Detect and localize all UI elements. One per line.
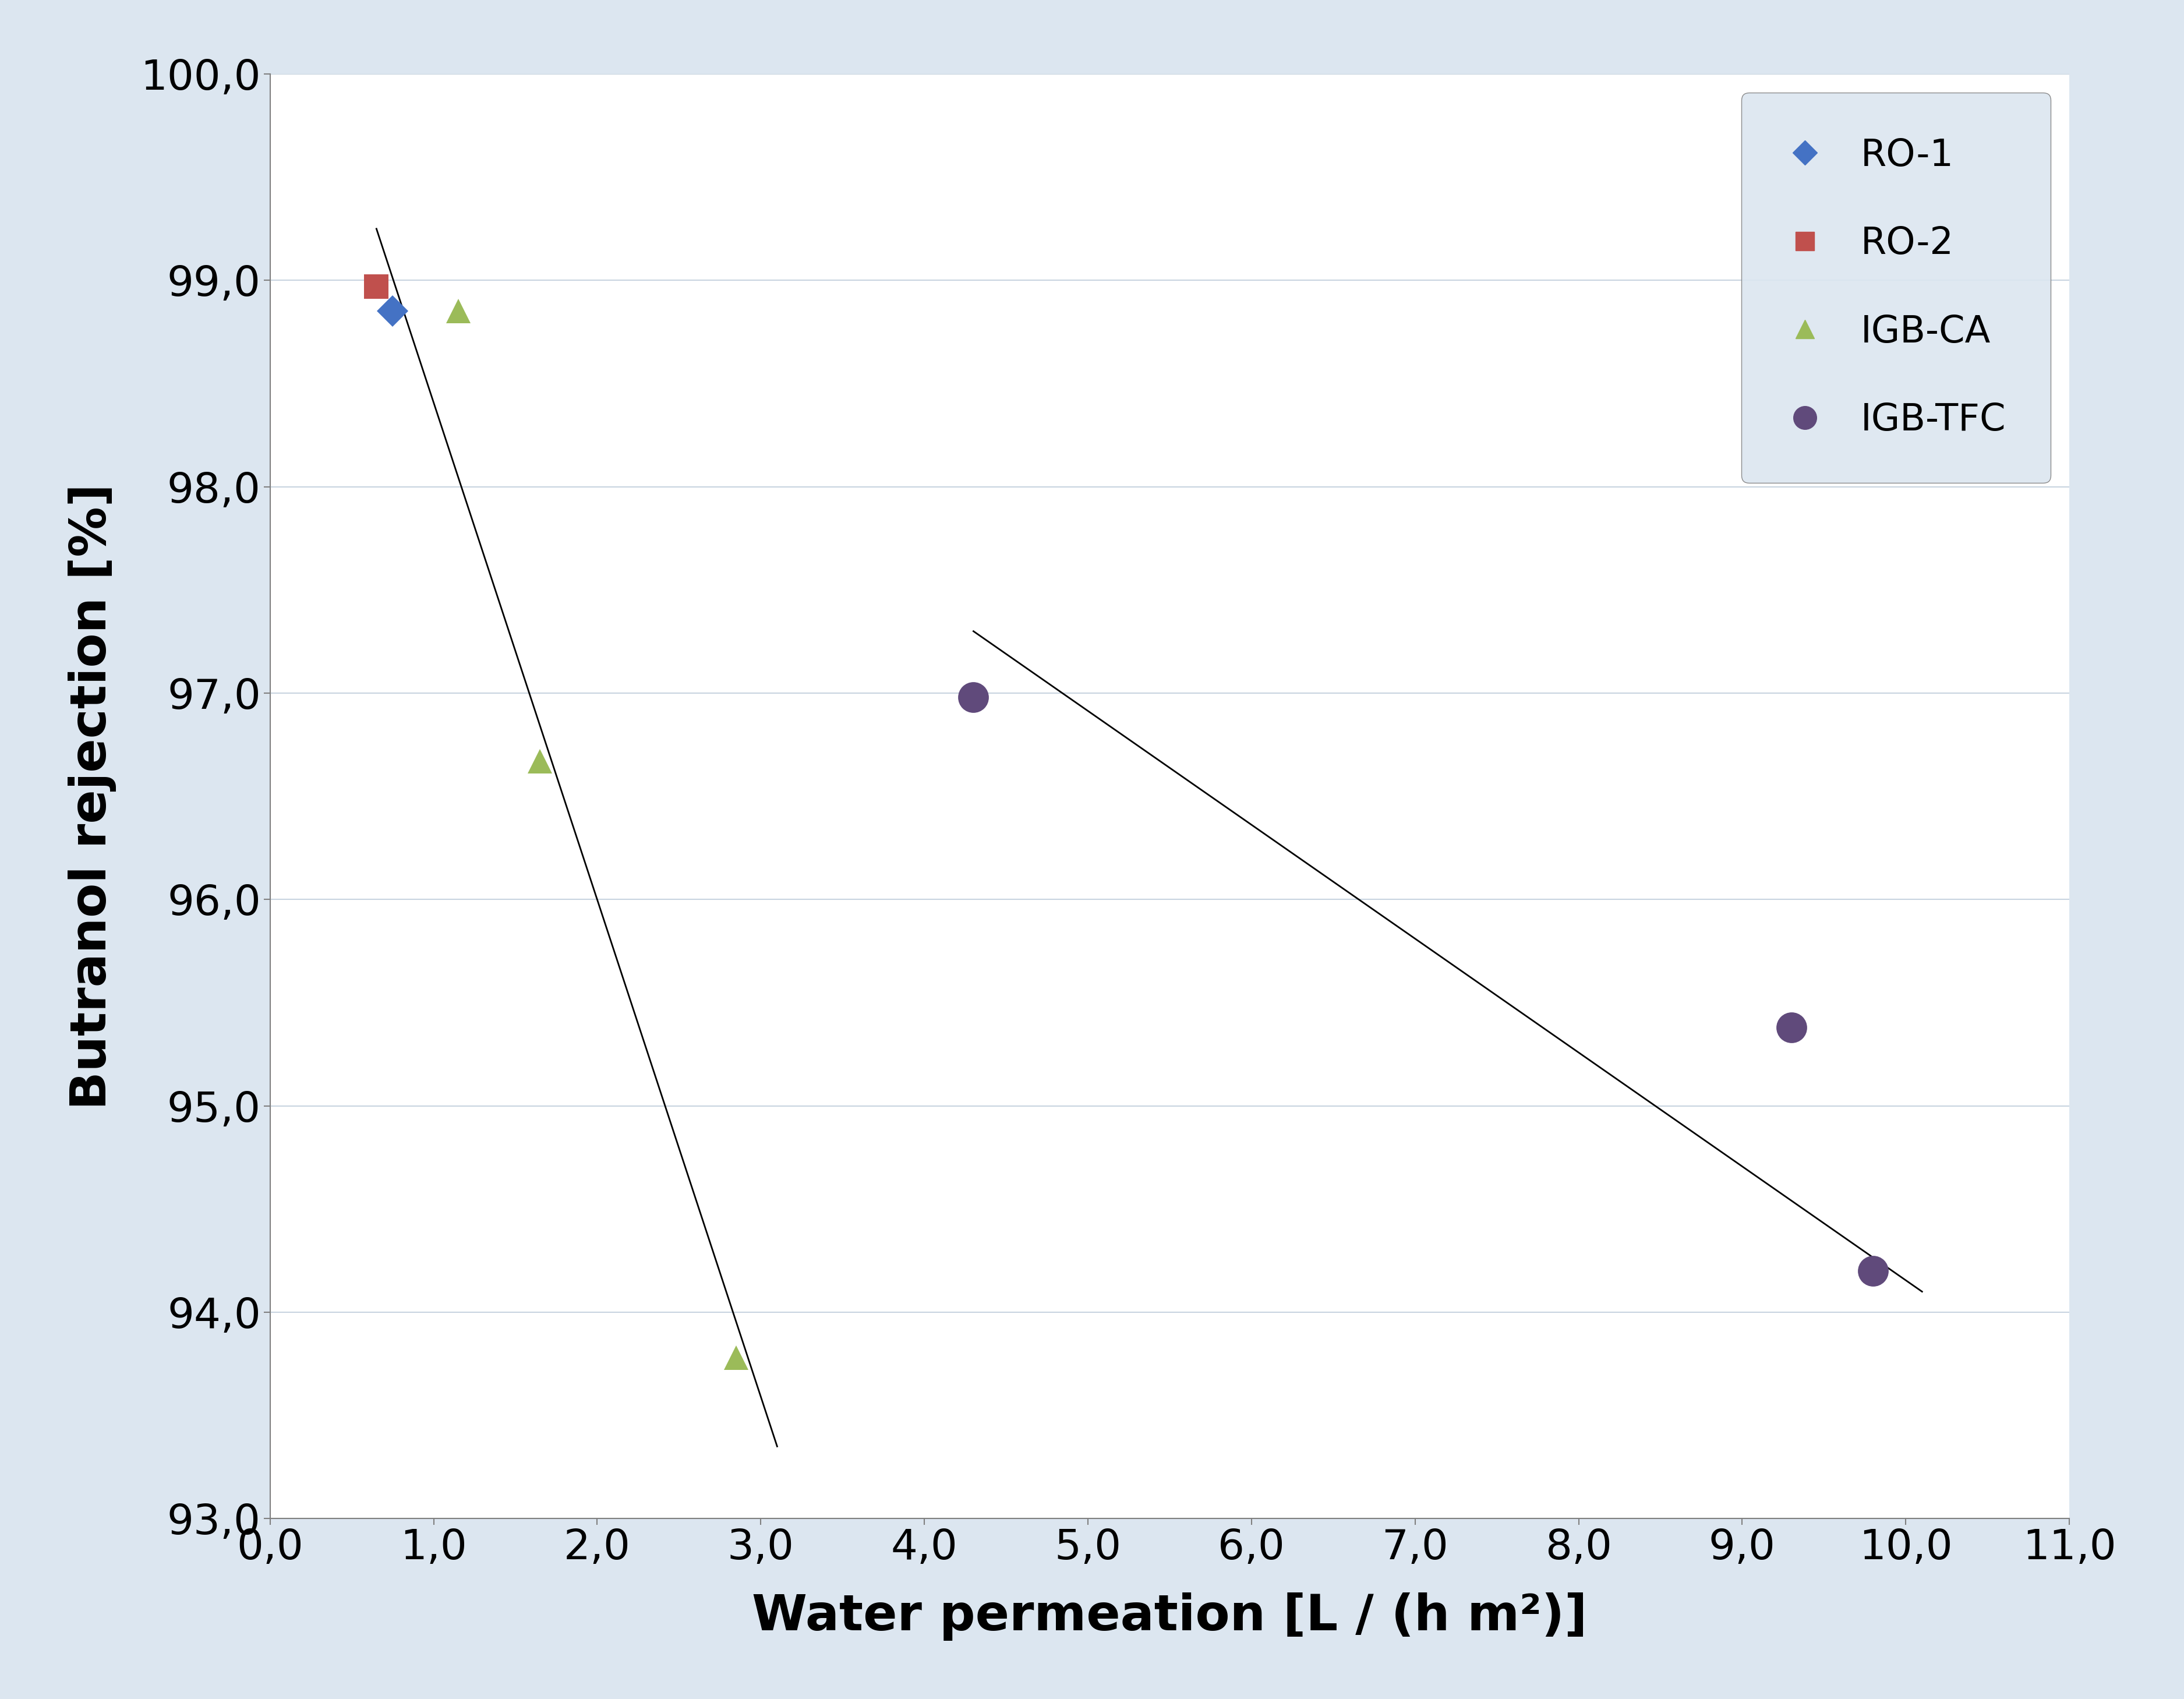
Legend: RO-1, RO-2, IGB-CA, IGB-TFC: RO-1, RO-2, IGB-CA, IGB-TFC [1741,92,2051,483]
IGB-CA [723,1347,749,1368]
Line: IGB-TFC: IGB-TFC [959,681,1889,1286]
X-axis label: Water permeation [L / (h m²)]: Water permeation [L / (h m²)] [751,1592,1588,1641]
IGB-CA [526,751,553,771]
IGB-TFC [1861,1261,1887,1281]
IGB-TFC [1778,1018,1804,1038]
IGB-TFC [961,686,987,707]
Line: IGB-CA: IGB-CA [446,299,749,1369]
IGB-CA [446,301,472,321]
Y-axis label: Butranol rejection [%]: Butranol rejection [%] [68,483,116,1109]
